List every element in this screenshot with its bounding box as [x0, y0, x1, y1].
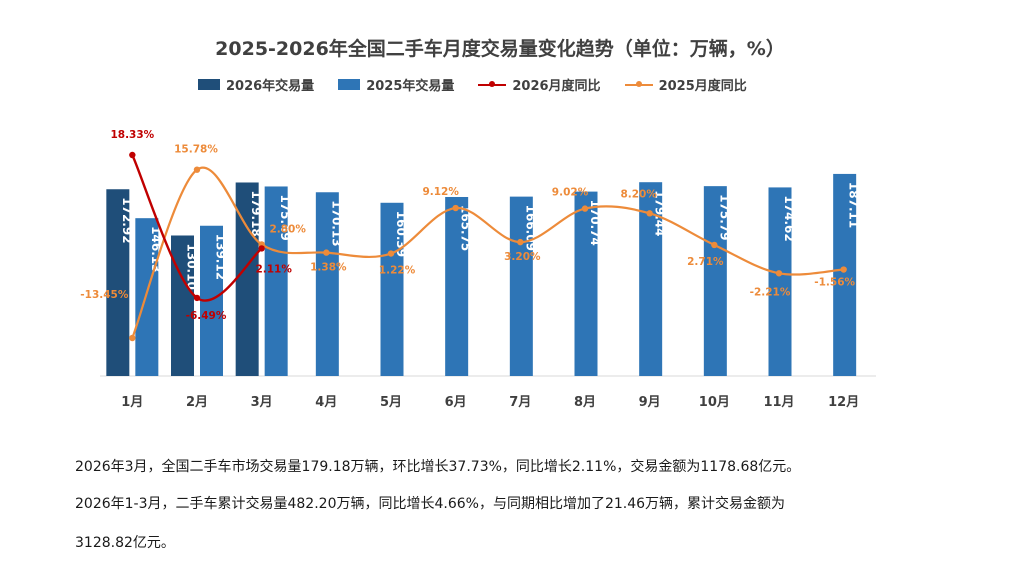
bar-label-2025-12: 187.11	[847, 182, 861, 228]
bar-2025-11	[768, 187, 792, 376]
x-tick-6: 6月	[445, 395, 467, 410]
x-tick-4: 4月	[315, 395, 337, 410]
bar-label-2025-7: 166.09	[523, 205, 537, 251]
bar-label-2025-11: 174.62	[782, 195, 796, 241]
point-2025-yoy-7	[517, 238, 524, 246]
label-2025-yoy-8: 9.02%	[552, 187, 589, 199]
bar-2025-1	[135, 218, 159, 376]
x-tick-7: 7月	[509, 395, 531, 410]
label-2026-yoy-1: 18.33%	[110, 129, 154, 141]
x-tick-9: 9月	[639, 395, 661, 410]
bar-2025-4	[315, 192, 339, 376]
chart-title: 2025-2026年全国二手车月度交易量变化趋势（单位：万辆，%）	[215, 38, 785, 60]
point-2026-yoy-3	[258, 245, 265, 252]
label-2025-yoy-10: 2.71%	[687, 256, 724, 268]
bar-2025-8	[574, 191, 598, 376]
summary-paragraph-2: 2026年1-3月，二手车累计交易量482.20万辆，同比增长4.66%，与同期…	[75, 496, 786, 512]
point-2025-yoy-8	[581, 205, 589, 212]
label-2025-yoy-7: 3.20%	[504, 251, 541, 263]
bar-label-2025-9: 179.44	[653, 190, 667, 236]
label-2025-yoy-4: 1.38%	[310, 262, 347, 274]
point-2025-yoy-6	[452, 204, 459, 212]
label-2026-yoy-2: -6.49%	[186, 310, 227, 322]
label-2025-yoy-2: 15.78%	[174, 144, 218, 156]
x-tick-5: 5月	[380, 395, 402, 410]
point-2025-yoy-10	[711, 241, 718, 249]
bar-label-2025-8: 170.74	[588, 200, 602, 246]
legend-item-2026-volume: 2026年交易量	[198, 75, 314, 94]
bar-2025-3	[264, 186, 288, 376]
label-2025-yoy-1: -13.45%	[80, 289, 129, 301]
bar-label-2026-3: 179.18	[249, 190, 263, 236]
x-tick-2: 2月	[186, 395, 208, 410]
x-tick-12: 12月	[828, 395, 859, 410]
bar-2025-10	[703, 186, 727, 376]
label-2025-yoy-6: 9.12%	[422, 186, 459, 198]
bar-label-2025-4: 170.13	[329, 200, 343, 246]
point-2025-yoy-1	[129, 334, 136, 342]
point-2025-yoy-12	[840, 266, 847, 273]
legend-label-2025-yoy: 2025月度同比	[658, 78, 747, 94]
legend-label-2025-volume: 2025年交易量	[366, 78, 455, 94]
bar-2025-9	[639, 182, 663, 376]
x-tick-1: 1月	[121, 395, 143, 410]
point-2025-yoy-2	[193, 166, 201, 173]
bar-2026-3	[235, 182, 259, 376]
point-2026-yoy-1	[129, 151, 136, 159]
bar-2025-5	[380, 202, 404, 376]
point-2025-yoy-9	[646, 210, 653, 217]
bar-label-2025-3: 175.49	[278, 194, 292, 240]
label-2025-yoy-5: 1.22%	[379, 265, 416, 277]
summary-paragraph-3: 3128.82亿元。	[75, 535, 175, 551]
bar-2026-2	[171, 235, 194, 376]
label-2026-yoy-3: 2.11%	[255, 263, 292, 275]
label-2025-yoy-9: 8.20%	[620, 188, 657, 200]
legend-swatch-2026-volume	[198, 78, 220, 90]
x-tick-3: 3月	[251, 395, 273, 410]
label-2025-yoy-3: 2.80%	[269, 223, 306, 235]
bar-2026-1	[106, 189, 130, 376]
point-2025-yoy-11	[775, 270, 783, 277]
bar-label-2025-10: 175.79	[717, 194, 731, 240]
x-tick-10: 10月	[699, 395, 730, 410]
x-tick-8: 8月	[574, 395, 596, 410]
point-2026-yoy-2	[193, 294, 201, 302]
bar-label-2025-6: 165.75	[459, 205, 473, 251]
chart-legend: 2026年交易量 2025年交易量 2026月度同比 2025月度同比	[198, 74, 771, 94]
bar-label-2026-2: 130.10	[185, 243, 199, 289]
bar-label-2026-1: 172.92	[120, 197, 134, 243]
x-tick-11: 11月	[763, 395, 794, 410]
bar-2025-2	[200, 225, 223, 376]
legend-swatch-2026-yoy	[478, 79, 507, 90]
bar-label-2025-1: 146.13	[149, 226, 163, 272]
legend-label-2026-yoy: 2026月度同比	[512, 78, 601, 94]
summary-paragraph-1: 2026年3月，全国二手车市场交易量179.18万辆，环比增长37.73%，同比…	[75, 459, 801, 475]
point-2025-yoy-4	[323, 249, 330, 256]
label-2025-yoy-12: -1.56%	[814, 277, 855, 289]
bar-2025-12	[833, 173, 857, 376]
bar-label-2025-2: 139.12	[214, 234, 228, 280]
legend-item-2026-yoy: 2026月度同比	[478, 75, 601, 94]
legend-swatch-2025-volume	[338, 78, 361, 90]
point-2025-yoy-5	[387, 250, 395, 257]
bar-2025-6	[445, 196, 469, 376]
combo-chart: 172.92 146.13 130.10 139.12 179.18 175.49 170.…	[80, 129, 876, 410]
legend-item-2025-volume: 2025年交易量	[338, 75, 454, 94]
legend-label-2026-volume: 2026年交易量	[226, 78, 315, 94]
legend-swatch-2025-yoy	[624, 79, 653, 90]
legend-item-2025-yoy: 2025月度同比	[624, 75, 747, 94]
label-2025-yoy-11: -2.21%	[750, 286, 791, 298]
